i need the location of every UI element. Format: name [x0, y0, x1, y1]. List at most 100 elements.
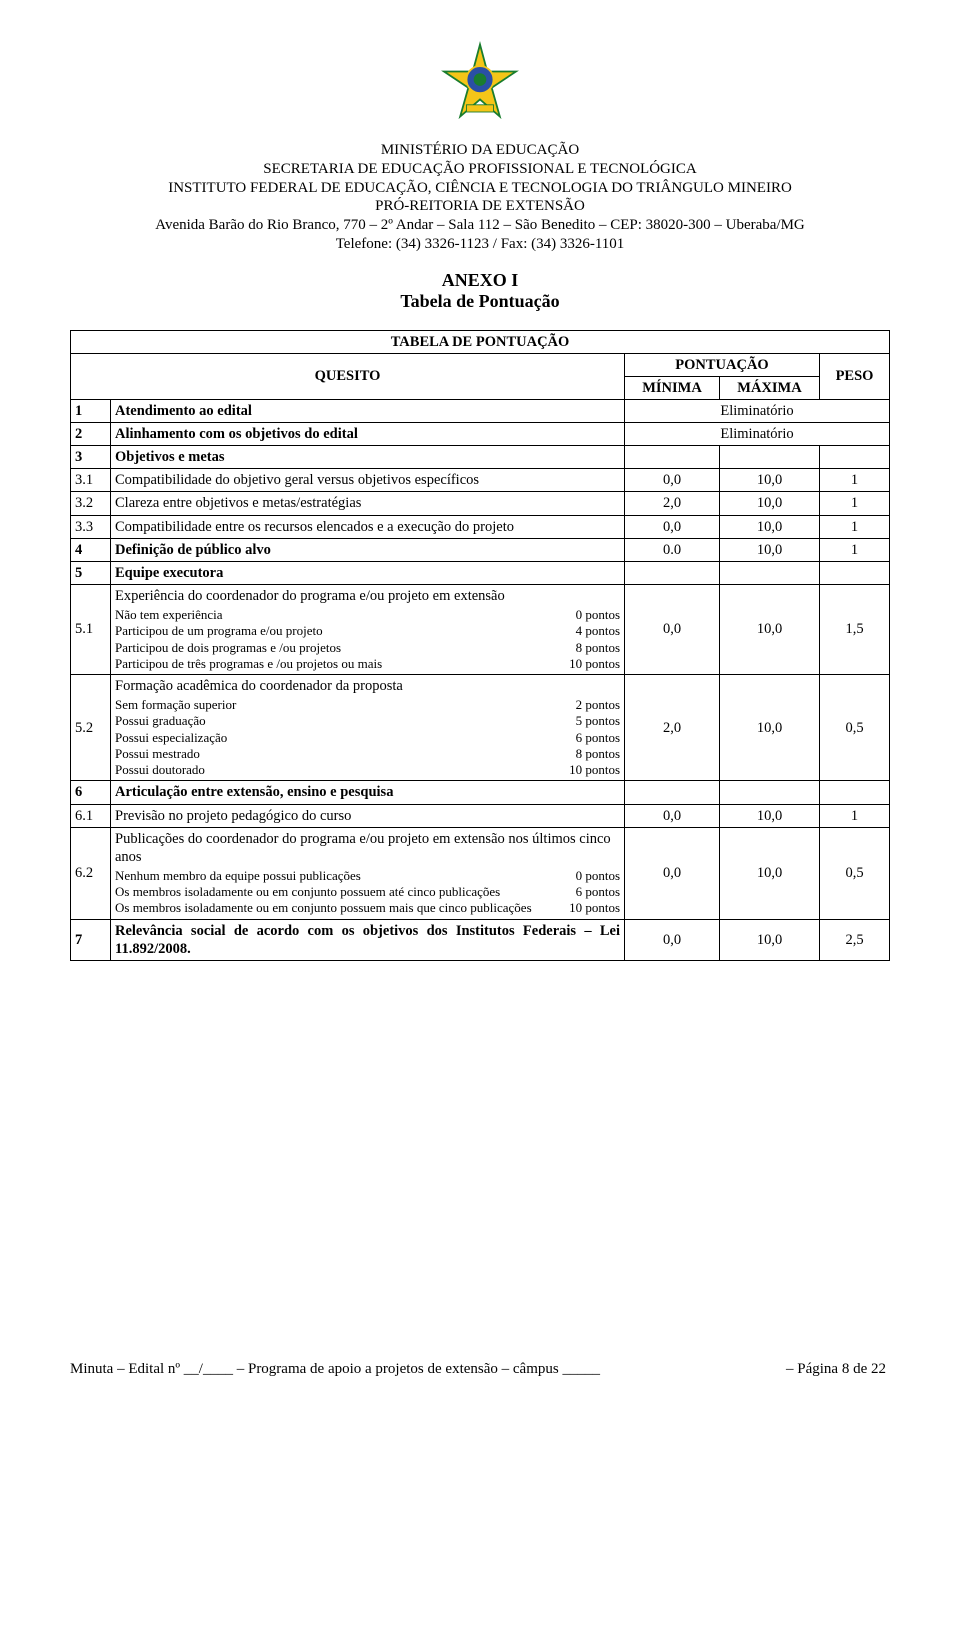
- row-max: 10,0: [720, 515, 820, 538]
- th-peso: PESO: [820, 353, 890, 399]
- sub-item: Nenhum membro da equipe possui publicaçõ…: [115, 868, 620, 884]
- table-row: 5.2 Formação acadêmica do coordenador da…: [71, 675, 890, 781]
- table-row: 2 Alinhamento com os objetivos do edital…: [71, 423, 890, 446]
- row-peso: 0,5: [820, 827, 890, 919]
- table-row: 3.3 Compatibilidade entre os recursos el…: [71, 515, 890, 538]
- sub-item: Possui mestrado8 pontos: [115, 746, 620, 762]
- row-num: 5: [71, 561, 111, 584]
- row-min: 2,0: [625, 675, 720, 781]
- page-footer: Minuta – Edital nº __/____ – Programa de…: [70, 1361, 890, 1378]
- table-row: 6.2 Publicações do coordenador do progra…: [71, 827, 890, 919]
- row-text: Articulação entre extensão, ensino e pes…: [111, 781, 625, 804]
- row-lead: Experiência do coordenador do programa e…: [115, 587, 620, 605]
- sub-item: Não tem experiência0 pontos: [115, 607, 620, 623]
- table-row: 3 Objetivos e metas: [71, 446, 890, 469]
- row-min: 0,0: [625, 469, 720, 492]
- row-min: 0,0: [625, 827, 720, 919]
- table-row: 1 Atendimento ao edital Eliminatório: [71, 399, 890, 422]
- row-max: 10,0: [720, 538, 820, 561]
- row-num: 6.1: [71, 804, 111, 827]
- table-row: 6.1 Previsão no projeto pedagógico do cu…: [71, 804, 890, 827]
- header-line-2: SECRETARIA DE EDUCAÇÃO PROFISSIONAL E TE…: [70, 160, 890, 179]
- row-lead: Publicações do coordenador do programa e…: [115, 830, 620, 866]
- score-table: TABELA DE PONTUAÇÃO QUESITO PONTUAÇÃO PE…: [70, 330, 890, 961]
- row-peso: 0,5: [820, 675, 890, 781]
- table-row: 5 Equipe executora: [71, 561, 890, 584]
- row-block: Experiência do coordenador do programa e…: [111, 584, 625, 674]
- sub-item: Possui especialização6 pontos: [115, 730, 620, 746]
- row-peso: 1: [820, 804, 890, 827]
- row-num: 5.2: [71, 675, 111, 781]
- row-num: 6: [71, 781, 111, 804]
- sub-item: Possui graduação5 pontos: [115, 713, 620, 729]
- row-peso: 1: [820, 515, 890, 538]
- row-num: 6.2: [71, 827, 111, 919]
- row-lead: Formação acadêmica do coordenador da pro…: [115, 677, 620, 695]
- row-peso: 1: [820, 469, 890, 492]
- row-num: 5.1: [71, 584, 111, 674]
- header-line-6: Telefone: (34) 3326-1123 / Fax: (34) 332…: [70, 235, 890, 254]
- th-pontuacao: PONTUAÇÃO: [625, 353, 820, 376]
- row-num: 3.3: [71, 515, 111, 538]
- header-line-5: Avenida Barão do Rio Branco, 770 – 2º An…: [70, 216, 890, 235]
- row-num: 2: [71, 423, 111, 446]
- row-peso: 2,5: [820, 919, 890, 960]
- anexo-title: ANEXO I: [70, 270, 890, 291]
- row-text: Alinhamento com os objetivos do edital: [111, 423, 625, 446]
- table-row: 6 Articulação entre extensão, ensino e p…: [71, 781, 890, 804]
- sub-item: Possui doutorado10 pontos: [115, 762, 620, 778]
- row-num: 3.2: [71, 492, 111, 515]
- row-max: 10,0: [720, 919, 820, 960]
- row-max: 10,0: [720, 584, 820, 674]
- footer-left: Minuta – Edital nº __/____ – Programa de…: [70, 1361, 600, 1378]
- national-emblem: [70, 40, 890, 135]
- row-text: Objetivos e metas: [111, 446, 625, 469]
- sub-item: Os membros isoladamente ou em conjunto p…: [115, 900, 620, 916]
- row-num: 1: [71, 399, 111, 422]
- row-peso: 1: [820, 538, 890, 561]
- sub-item: Participou de três programas e /ou proje…: [115, 656, 620, 672]
- row-peso: 1,5: [820, 584, 890, 674]
- header-line-3: INSTITUTO FEDERAL DE EDUCAÇÃO, CIÊNCIA E…: [70, 179, 890, 198]
- table-row: 3.2 Clareza entre objetivos e metas/estr…: [71, 492, 890, 515]
- sub-item: Participou de um programa e/ou projeto4 …: [115, 623, 620, 639]
- table-row: 7 Relevância social de acordo com os obj…: [71, 919, 890, 960]
- row-elim: Eliminatório: [625, 423, 890, 446]
- table-row: 3.1 Compatibilidade do objetivo geral ve…: [71, 469, 890, 492]
- row-num: 3: [71, 446, 111, 469]
- header-line-1: MINISTÉRIO DA EDUCAÇÃO: [70, 141, 890, 160]
- sub-item: Participou de dois programas e /ou proje…: [115, 640, 620, 656]
- header-line-4: PRÓ-REITORIA DE EXTENSÃO: [70, 197, 890, 216]
- row-block: Formação acadêmica do coordenador da pro…: [111, 675, 625, 781]
- row-text: Definição de público alvo: [111, 538, 625, 561]
- row-text: Relevância social de acordo com os objet…: [111, 919, 625, 960]
- row-max: 10,0: [720, 492, 820, 515]
- th-min: MÍNIMA: [625, 376, 720, 399]
- row-min: 0,0: [625, 515, 720, 538]
- row-text: Compatibilidade do objetivo geral versus…: [111, 469, 625, 492]
- row-min: 0.0: [625, 538, 720, 561]
- th-tabela: TABELA DE PONTUAÇÃO: [71, 330, 890, 353]
- table-row: 4 Definição de público alvo 0.0 10,0 1: [71, 538, 890, 561]
- row-peso: 1: [820, 492, 890, 515]
- table-row: 5.1 Experiência do coordenador do progra…: [71, 584, 890, 674]
- row-min: 0,0: [625, 804, 720, 827]
- row-num: 3.1: [71, 469, 111, 492]
- row-text: Atendimento ao edital: [111, 399, 625, 422]
- row-min: 0,0: [625, 919, 720, 960]
- row-min: 0,0: [625, 584, 720, 674]
- row-text: Compatibilidade entre os recursos elenca…: [111, 515, 625, 538]
- row-text: Clareza entre objetivos e metas/estratég…: [111, 492, 625, 515]
- row-elim: Eliminatório: [625, 399, 890, 422]
- row-max: 10,0: [720, 469, 820, 492]
- sub-item: Os membros isoladamente ou em conjunto p…: [115, 884, 620, 900]
- sub-item: Sem formação superior2 pontos: [115, 697, 620, 713]
- row-text: Equipe executora: [111, 561, 625, 584]
- row-block: Publicações do coordenador do programa e…: [111, 827, 625, 919]
- row-text: Previsão no projeto pedagógico do curso: [111, 804, 625, 827]
- subtitle: Tabela de Pontuação: [70, 291, 890, 312]
- row-min: 2,0: [625, 492, 720, 515]
- th-quesito: QUESITO: [71, 353, 625, 399]
- row-max: 10,0: [720, 804, 820, 827]
- row-max: 10,0: [720, 675, 820, 781]
